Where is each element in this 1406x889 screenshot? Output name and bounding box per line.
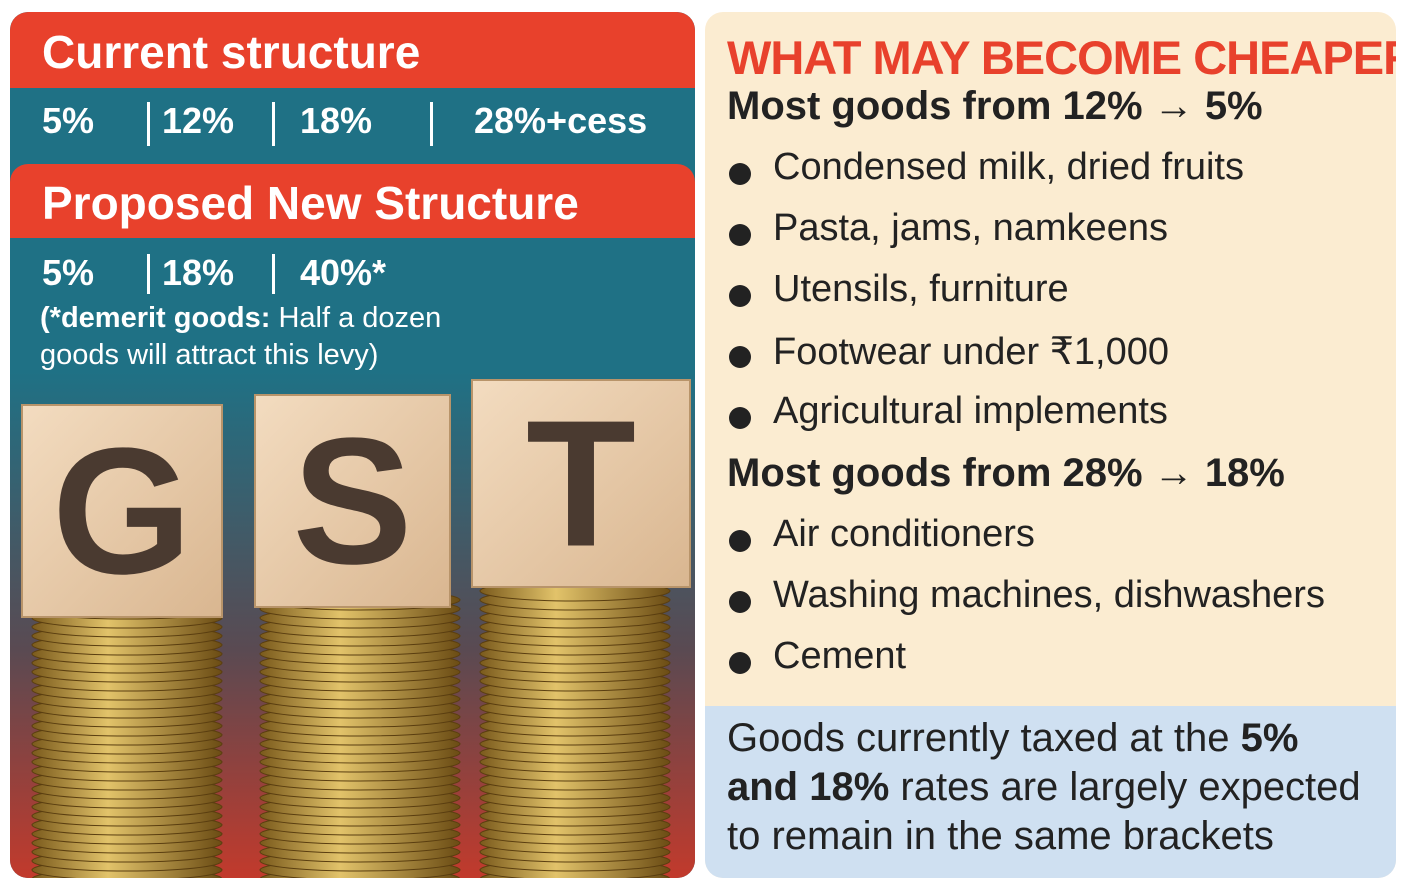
separator bbox=[272, 102, 275, 146]
separator bbox=[147, 254, 150, 294]
bullet bbox=[729, 224, 751, 246]
separator bbox=[430, 102, 433, 146]
rate: 28%+cess bbox=[474, 100, 648, 141]
wood-block bbox=[21, 404, 223, 618]
rate: 40%* bbox=[300, 252, 387, 293]
group-heading: Most goods from 12% → 5% bbox=[727, 84, 1263, 128]
bullet bbox=[729, 346, 751, 368]
item: Agricultural implements bbox=[773, 390, 1168, 432]
footer-text2: rates are largely expected to remain in … bbox=[727, 765, 1361, 858]
footer-text: Goods currently taxed at the 5% and 18% … bbox=[727, 714, 1377, 861]
bullet bbox=[729, 652, 751, 674]
note: (*demerit goods: Half a dozen goods will… bbox=[40, 300, 480, 374]
item: Utensils, furniture bbox=[773, 268, 1069, 310]
rate: 5% bbox=[42, 100, 95, 141]
bullet bbox=[729, 285, 751, 307]
bullet bbox=[729, 591, 751, 613]
item: Pasta, jams, namkeens bbox=[773, 207, 1168, 249]
wood-block bbox=[471, 379, 691, 588]
block-letter: S bbox=[292, 401, 412, 602]
block-letter: G bbox=[52, 411, 192, 612]
rate: 5% bbox=[42, 252, 95, 293]
current-title: Current structure bbox=[10, 12, 695, 88]
bullet bbox=[729, 530, 751, 552]
footer-text1: Goods currently taxed at the bbox=[727, 716, 1241, 760]
bullet bbox=[729, 407, 751, 429]
item: Washing machines, dishwashers bbox=[773, 574, 1325, 616]
note-bold: (*demerit goods: bbox=[40, 302, 271, 334]
rate: 12% bbox=[162, 100, 235, 141]
group-heading: Most goods from 28% → 18% bbox=[727, 451, 1285, 495]
separator bbox=[272, 254, 275, 294]
rate: 18% bbox=[300, 100, 373, 141]
panel-title: WHAT MAY BECOME CHEAPER bbox=[727, 31, 1396, 84]
item: Cement bbox=[773, 635, 907, 677]
item: Condensed milk, dried fruits bbox=[773, 146, 1244, 188]
block-letter: T bbox=[526, 384, 636, 585]
rate: 18% bbox=[162, 252, 235, 293]
cheaper-panel: WHAT MAY BECOME CHEAPER Most goods from … bbox=[705, 12, 1396, 878]
separator bbox=[147, 102, 150, 146]
wood-block bbox=[254, 394, 451, 608]
item: Air conditioners bbox=[773, 513, 1035, 555]
proposed-title: Proposed New Structure bbox=[10, 164, 695, 238]
bullet bbox=[729, 163, 751, 185]
footer: Goods currently taxed at the 5% and 18% … bbox=[705, 706, 1396, 878]
item: Footwear under ₹1,000 bbox=[773, 331, 1169, 373]
note-text: Half a dozen goods will attract this lev… bbox=[40, 302, 442, 371]
footer-bold: 5% and 18% bbox=[727, 716, 1299, 809]
